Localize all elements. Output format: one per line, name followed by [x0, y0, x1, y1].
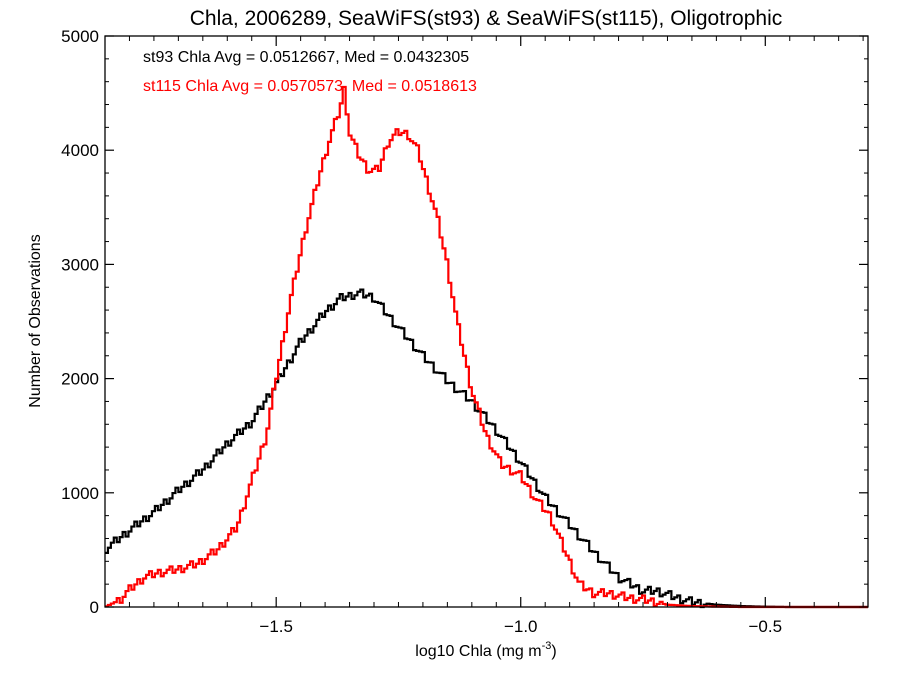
chart-title: Chla, 2006289, SeaWiFS(st93) & SeaWiFS(s…	[190, 7, 783, 30]
y-tick-label: 4000	[61, 141, 99, 160]
annotation-0: st93 Chla Avg = 0.0512667, Med = 0.04323…	[143, 49, 469, 66]
annotations: st93 Chla Avg = 0.0512667, Med = 0.04323…	[143, 49, 477, 95]
x-axis-label-superscript: -3	[542, 640, 552, 652]
series-0-histogram	[105, 288, 868, 609]
x-tick-label: −1.0	[504, 617, 538, 636]
y-tick-label: 1000	[61, 484, 99, 503]
x-axis-ticks: −1.5 −1.0 −0.5	[128, 36, 864, 636]
y-axis-ticks: 0 1000 2000 3000 4000 5000	[61, 27, 868, 617]
y-axis-label: Number of Observations	[27, 234, 44, 407]
x-axis-label: log10 Chla (mg m-3)	[415, 640, 556, 660]
series-1-histogram	[105, 85, 868, 609]
x-tick-label: −0.5	[749, 617, 783, 636]
plot-frame	[104, 35, 869, 608]
y-tick-label: 0	[90, 598, 99, 617]
annotation-1: st115 Chla Avg = 0.0570573, Med = 0.0518…	[143, 78, 477, 95]
y-tick-label: 5000	[61, 27, 99, 46]
x-axis-label-end: )	[551, 643, 556, 660]
series-layer	[105, 85, 868, 609]
y-tick-label: 3000	[61, 255, 99, 274]
x-tick-label: −1.5	[259, 617, 293, 636]
plot-area	[104, 35, 869, 609]
y-tick-label: 2000	[61, 370, 99, 389]
